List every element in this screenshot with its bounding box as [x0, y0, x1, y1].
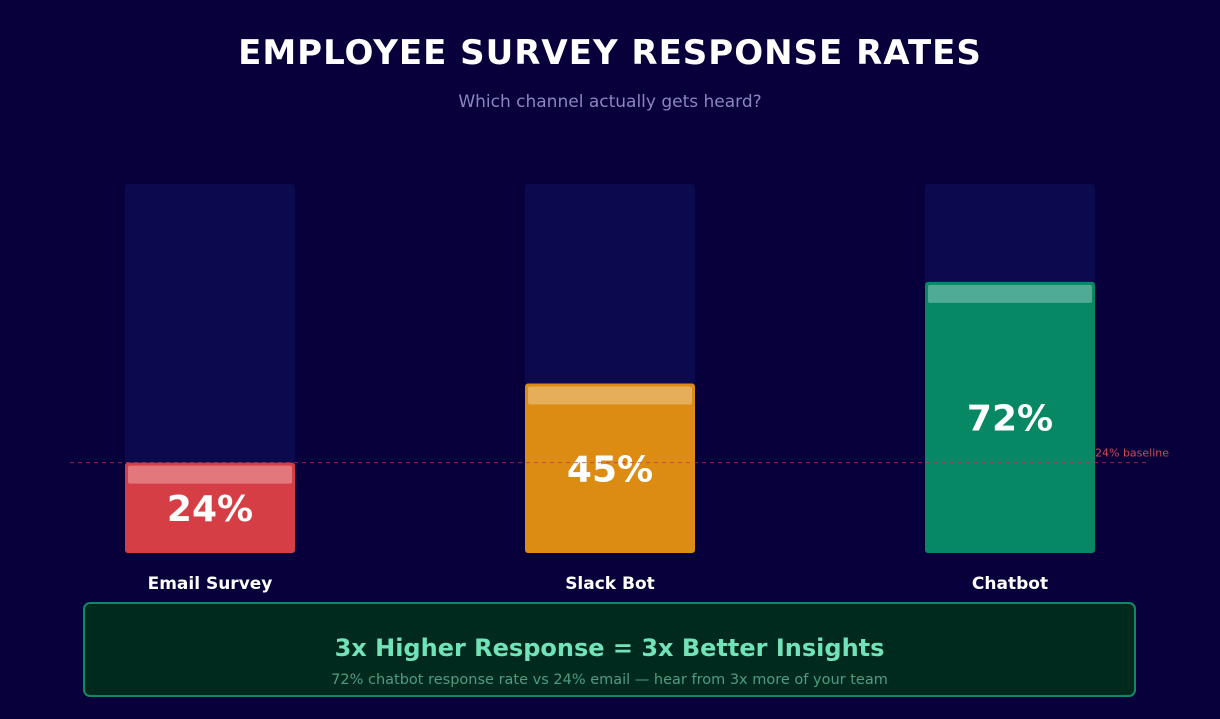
bar-track	[125, 184, 295, 553]
bar	[125, 462, 295, 553]
bar-value-label: 45%	[567, 449, 653, 490]
bar-highlight	[128, 465, 292, 484]
category-label: Chatbot	[971, 574, 1049, 594]
callout-headline: 3x Higher Response = 3x Better Insights	[334, 634, 885, 662]
bar	[925, 281, 1095, 553]
bar	[525, 383, 695, 553]
baseline-label: 24% baseline	[1095, 447, 1169, 460]
callout-subtext: 72% chatbot response rate vs 24% email —…	[331, 672, 888, 688]
category-label: Email Survey	[147, 574, 273, 594]
bar-value-label: 24%	[167, 489, 253, 530]
bar-highlight	[928, 284, 1092, 303]
chart-title: EMPLOYEE SURVEY RESPONSE RATES	[238, 33, 982, 73]
chart-subtitle: Which channel actually gets heard?	[458, 92, 762, 112]
insight-callout: 3x Higher Response = 3x Better Insights …	[83, 602, 1136, 697]
category-label: Slack Bot	[565, 574, 655, 594]
bar-highlight	[528, 386, 692, 405]
bar-value-label: 72%	[967, 398, 1053, 439]
